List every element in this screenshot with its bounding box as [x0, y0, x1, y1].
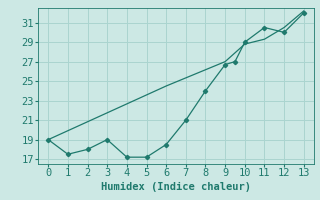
- X-axis label: Humidex (Indice chaleur): Humidex (Indice chaleur): [101, 182, 251, 192]
